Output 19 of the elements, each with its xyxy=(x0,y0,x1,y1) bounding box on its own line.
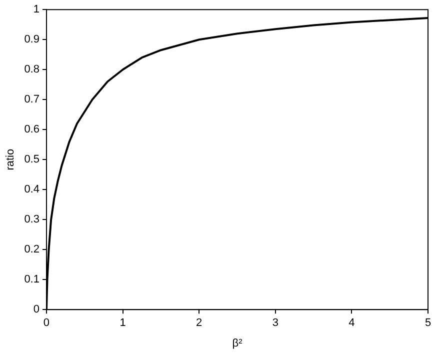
x-tick-label: 0 xyxy=(43,317,50,330)
y-tick-label: 0.9 xyxy=(24,34,40,46)
x-tick-label: 3 xyxy=(272,317,278,330)
x-tick-label: 5 xyxy=(424,317,432,330)
y-tick-label: 0.4 xyxy=(24,184,40,196)
y-tick-label: 0.2 xyxy=(24,244,40,256)
x-axis-title: β² xyxy=(232,337,243,350)
y-axis-title: ratio xyxy=(4,148,17,170)
y-tick-label: 0.6 xyxy=(24,124,40,136)
y-tick-label: 0.7 xyxy=(24,94,40,106)
y-tick-label: 0.1 xyxy=(24,274,40,286)
x-tick-label: 4 xyxy=(348,317,355,330)
y-tick-label: 0.3 xyxy=(24,214,40,226)
y-tick-label: 0.5 xyxy=(24,154,40,166)
y-tick-label: 1 xyxy=(33,4,40,16)
y-tick-label: 0.8 xyxy=(24,64,40,76)
x-tick-label: 2 xyxy=(196,317,202,330)
x-tick-label: 1 xyxy=(120,317,126,330)
y-tick-label: 0 xyxy=(33,304,40,316)
